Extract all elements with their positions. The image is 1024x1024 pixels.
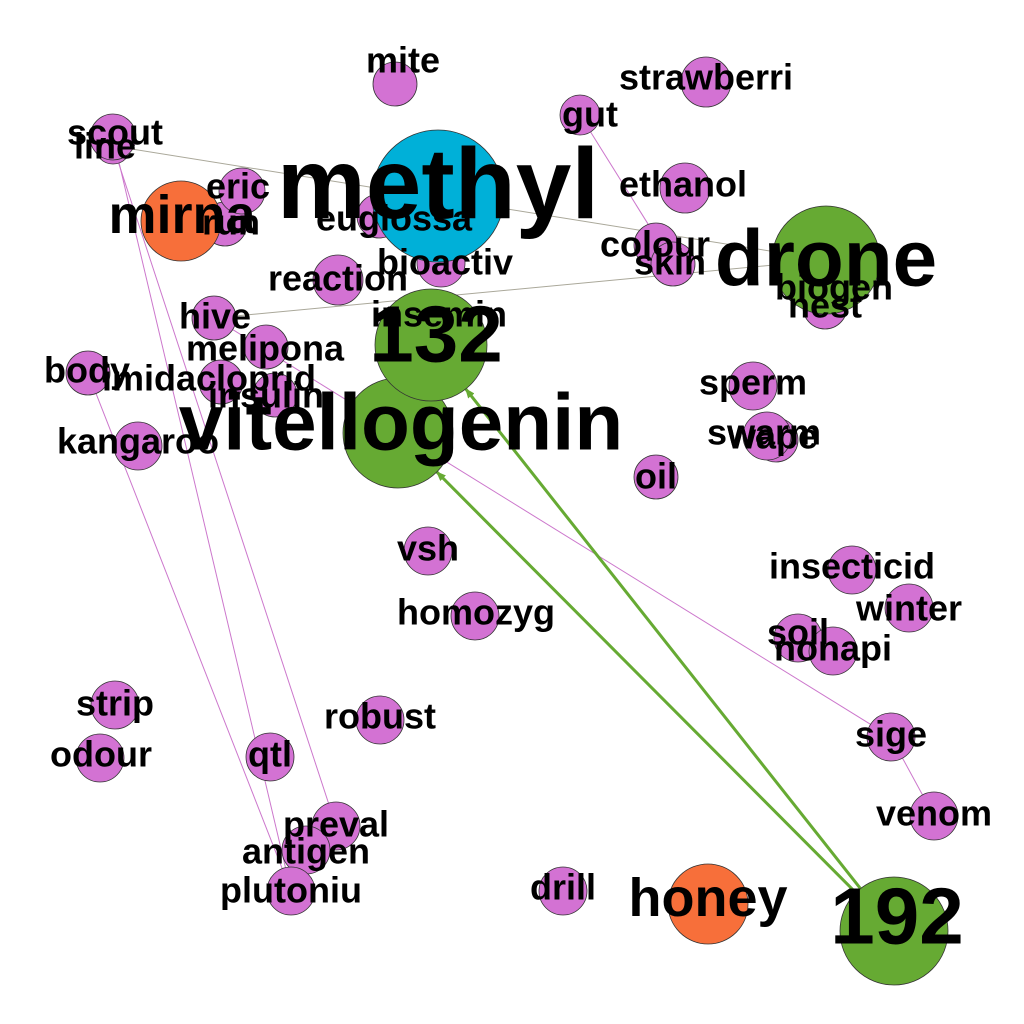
edge-n192-vitellogenin	[435, 470, 896, 933]
node-robust[interactable]	[355, 695, 405, 745]
node-n192[interactable]	[839, 876, 949, 986]
node-hive[interactable]	[191, 295, 237, 341]
node-label-methyl: methyl	[277, 128, 599, 240]
node-honey[interactable]	[667, 863, 749, 945]
node-label-melipona: melipona	[186, 328, 345, 369]
node-label-oil: oil	[635, 456, 677, 497]
node-label-biogen: biogen	[775, 267, 893, 308]
node-ethanol[interactable]	[659, 162, 711, 214]
node-vsh[interactable]	[403, 526, 453, 576]
node-qtl[interactable]	[245, 732, 295, 782]
node-sperm[interactable]	[728, 361, 778, 411]
node-label-sperm: sperm	[699, 362, 807, 403]
node-label-ethanol: ethanol	[619, 164, 747, 205]
node-label-imidacloprid: imidacloprid	[102, 358, 316, 399]
node-label-body: body	[44, 350, 130, 391]
node-label-strip: strip	[76, 683, 154, 724]
node-label-insemin: insemin	[371, 294, 507, 335]
node-melipona[interactable]	[243, 324, 289, 370]
node-label-gut: gut	[562, 94, 618, 135]
node-label-nest: nest	[788, 285, 862, 326]
node-label-robust: robust	[324, 696, 436, 737]
node-homozyg[interactable]	[450, 591, 500, 641]
node-plutoniu[interactable]	[266, 866, 316, 916]
node-label-skin: skin	[634, 242, 706, 283]
node-label-plutoniu: plutoniu	[220, 870, 362, 911]
node-body[interactable]	[65, 350, 111, 396]
node-label-homozyg: homozyg	[397, 592, 555, 633]
node-label-vsh: vsh	[397, 528, 459, 569]
node-label-wape: wape	[727, 416, 818, 457]
node-n132[interactable]	[374, 288, 488, 402]
node-label-insulin: insulin	[208, 375, 324, 416]
edge-n192-n132	[464, 388, 896, 932]
node-label-vitellogenin: vitellogenin	[179, 378, 624, 467]
node-label-strawberri: strawberri	[619, 57, 793, 98]
node-swarm[interactable]	[742, 411, 792, 461]
node-label-nonapi: nonapi	[774, 628, 892, 669]
node-mirna[interactable]	[140, 180, 222, 262]
node-kangaroo[interactable]	[113, 421, 163, 471]
node-label-hive: hive	[179, 296, 251, 337]
node-label-mirna: mirna	[108, 185, 256, 245]
node-strawberri[interactable]	[680, 56, 732, 108]
node-label-mite: mite	[366, 40, 440, 81]
node-label-honey: honey	[628, 868, 787, 928]
node-label-bioactiv: bioactiv	[377, 242, 513, 283]
node-label-soil: soil	[767, 612, 829, 653]
node-label-drone: drone	[715, 214, 937, 303]
node-label-n132: 132	[369, 290, 502, 379]
node-label-antigen: antigen	[242, 831, 370, 872]
node-drone[interactable]	[771, 205, 881, 315]
node-odour[interactable]	[75, 733, 125, 783]
node-insecticid[interactable]	[827, 545, 877, 595]
node-label-sige: sige	[855, 714, 927, 755]
node-label-winter: winter	[855, 588, 962, 629]
node-label-line: line	[74, 126, 136, 167]
node-label-preval: preval	[283, 804, 389, 845]
node-layer	[65, 56, 959, 986]
node-skin[interactable]	[650, 241, 696, 287]
node-label-insecticid: insecticid	[769, 546, 935, 587]
node-methyl[interactable]	[371, 129, 505, 263]
node-drill[interactable]	[538, 866, 588, 916]
node-label-venom: venom	[876, 793, 992, 834]
node-label-odour: odour	[50, 734, 152, 775]
node-label-n192: 192	[830, 872, 963, 961]
node-strip[interactable]	[90, 680, 140, 730]
node-label-run: run	[202, 202, 260, 243]
node-oil[interactable]	[633, 454, 679, 500]
node-venom[interactable]	[909, 791, 959, 841]
node-gut[interactable]	[559, 94, 601, 136]
node-label-drill: drill	[530, 867, 596, 908]
node-winter[interactable]	[884, 583, 934, 633]
edge-line-preval	[112, 145, 337, 827]
node-insulin[interactable]	[252, 372, 298, 418]
edge-hive-sige	[213, 317, 892, 738]
node-sige[interactable]	[866, 712, 916, 762]
node-scout[interactable]	[89, 113, 137, 161]
node-nonapi[interactable]	[808, 626, 858, 676]
node-label-eric: eric	[206, 166, 270, 207]
node-eric[interactable]	[218, 167, 266, 215]
node-reaction[interactable]	[312, 254, 364, 306]
node-label-reaction: reaction	[268, 258, 408, 299]
node-mite[interactable]	[372, 61, 418, 107]
node-label-colour: colour	[600, 224, 710, 265]
node-label-scout: scout	[67, 112, 163, 153]
node-imidacloprid[interactable]	[198, 359, 244, 405]
node-label-qtl: qtl	[248, 734, 292, 775]
node-label-euglossa: euglossa	[316, 198, 473, 239]
node-label-swarm: swarm	[707, 412, 821, 453]
edge-hive-drone	[213, 259, 827, 319]
node-label-kangaroo: kangaroo	[57, 421, 219, 462]
